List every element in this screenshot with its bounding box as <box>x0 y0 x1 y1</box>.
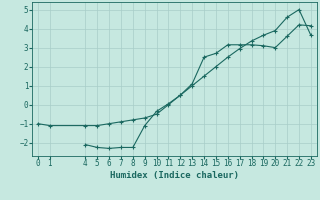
X-axis label: Humidex (Indice chaleur): Humidex (Indice chaleur) <box>110 171 239 180</box>
